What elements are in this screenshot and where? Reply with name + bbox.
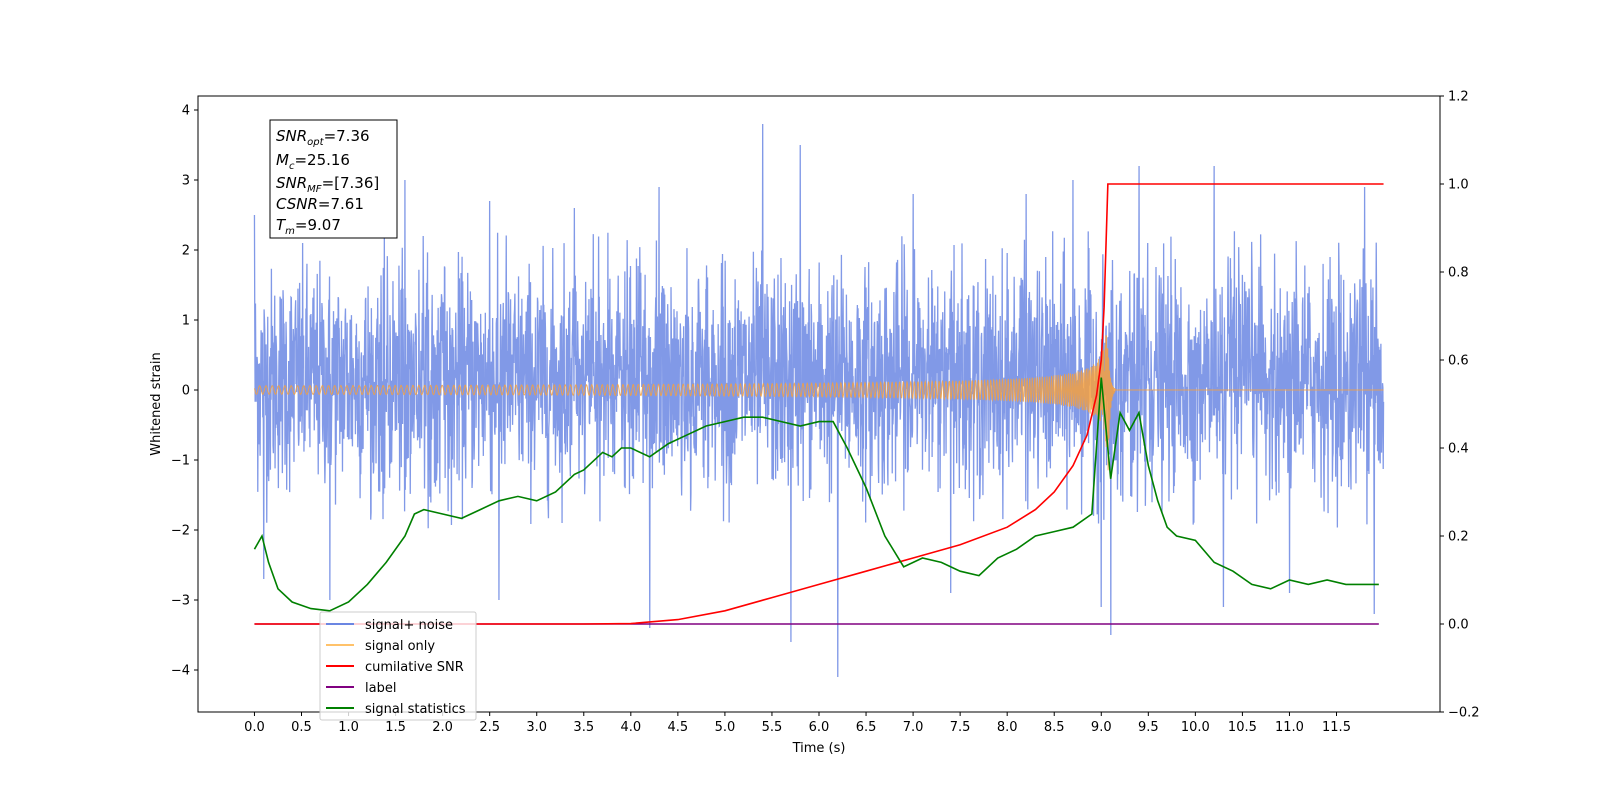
x-axis-ticks: 0.0 0.5 1.0 1.5 2.0 2.5 3.0 3.5 4.0 4.5 5.0 5.5 6.0 6… [244,712,1351,735]
y-axis-label: Whitened strain [149,352,164,455]
y-tick-label: 4 [182,104,190,119]
tm-value: =9.07 [295,216,341,234]
legend-entry: cumilative SNR [326,660,464,675]
annotation-frame [269,119,398,239]
legend: signal+ noise signal only cumilative SNR… [319,611,477,721]
tm-sub: m [285,226,295,237]
y2-tick-label: 0.0 [1448,618,1469,633]
x-tick-label: 7.0 [903,720,924,735]
x-tick-label: 3.0 [526,720,547,735]
x-tick-label: 0.5 [291,720,312,735]
y2-axis-ticks: 1.2 1.0 0.8 0.6 0.4 0.2 0.0 −0.2 [1440,90,1480,721]
legend-entry: signal statistics [326,702,466,717]
x-tick-label: 1.5 [385,720,406,735]
legend-entry: label [326,681,396,696]
mc-sub: c [289,161,295,172]
annotation-snr-opt: SNRopt=7.36 [276,127,370,148]
y2-tick-label: 0.8 [1448,266,1469,281]
csnr-base: CSNR [276,195,318,213]
snr-opt-value: =7.36 [324,127,370,145]
annotation-snr-mf: SNRMF=[7.36] [276,174,379,195]
annotation-box: SNRopt=7.36 Mc=25.16 SNRMF=[7.36] CSNR=7… [269,119,398,239]
snr-mf-base: SNR [276,174,307,192]
x-tick-label: 8.0 [997,720,1018,735]
x-tick-label: 1.0 [338,720,359,735]
x-tick-label: 2.0 [432,720,453,735]
x-tick-label: 6.5 [856,720,877,735]
mc-base: M [276,151,289,169]
y-axis-ticks: 4 3 2 1 0 −1 −2 −3 −4 [171,104,198,679]
y-tick-label: 0 [182,384,190,399]
plot-data-layer [253,123,1385,678]
x-tick-label: 8.5 [1044,720,1065,735]
x-tick-label: 5.0 [715,720,736,735]
snr-opt-sub: opt [307,137,324,148]
x-tick-label: 3.5 [573,720,594,735]
x-tick-label: 4.0 [620,720,641,735]
mc-value: =25.16 [294,151,350,169]
x-tick-label: 10.0 [1181,720,1210,735]
y2-tick-label: 0.2 [1448,530,1469,545]
y-tick-label: −1 [171,454,190,469]
legend-frame [319,611,477,721]
x-tick-label: 9.5 [1138,720,1159,735]
legend-entry: signal+ noise [326,618,453,633]
x-tick-label: 11.5 [1322,720,1351,735]
annotation-mc: Mc=25.16 [276,151,350,172]
x-tick-label: 11.0 [1275,720,1304,735]
y2-tick-label: 1.2 [1448,90,1469,105]
y-tick-label: −4 [171,664,190,679]
csnr-value: =7.61 [318,195,364,213]
x-tick-label: 5.5 [762,720,783,735]
annotation-tm: Tm=9.07 [276,216,341,237]
tm-base: T [276,216,287,234]
series-signal-statistics [253,377,1379,612]
y2-tick-label: 0.6 [1448,354,1469,369]
y-tick-label: 2 [182,244,190,259]
series-signal-noise [253,123,1385,678]
y2-tick-label: 0.4 [1448,442,1469,457]
y-tick-label: 3 [182,174,190,189]
series-cumulative-snr [254,183,1384,625]
snr-mf-sub: MF [307,184,322,195]
snr-mf-value: =[7.36] [322,174,380,192]
x-tick-label: 10.5 [1228,720,1257,735]
x-tick-label: 0.0 [244,720,265,735]
x-tick-label: 6.0 [809,720,830,735]
x-axis-label: Time (s) [792,741,846,756]
legend-label-signal-noise: signal+ noise [365,618,453,633]
x-tick-label: 2.5 [479,720,500,735]
legend-entry: signal only [326,639,435,654]
snr-opt-base: SNR [276,127,307,145]
y2-tick-label: −0.2 [1448,706,1480,721]
legend-label-signal-only: signal only [365,639,435,654]
y-tick-label: 1 [182,314,190,329]
x-tick-label: 9.0 [1091,720,1112,735]
y-tick-label: −3 [171,594,190,609]
series-signal-only [253,335,1384,471]
y-tick-label: −2 [171,524,190,539]
x-tick-label: 4.5 [668,720,689,735]
legend-label-label: label [365,681,396,696]
legend-label-cumulative-snr: cumilative SNR [365,660,464,675]
y2-tick-label: 1.0 [1448,178,1469,193]
x-tick-label: 7.5 [950,720,971,735]
legend-label-signal-statistics: signal statistics [365,702,466,717]
annotation-csnr: CSNR=7.61 [276,195,364,213]
